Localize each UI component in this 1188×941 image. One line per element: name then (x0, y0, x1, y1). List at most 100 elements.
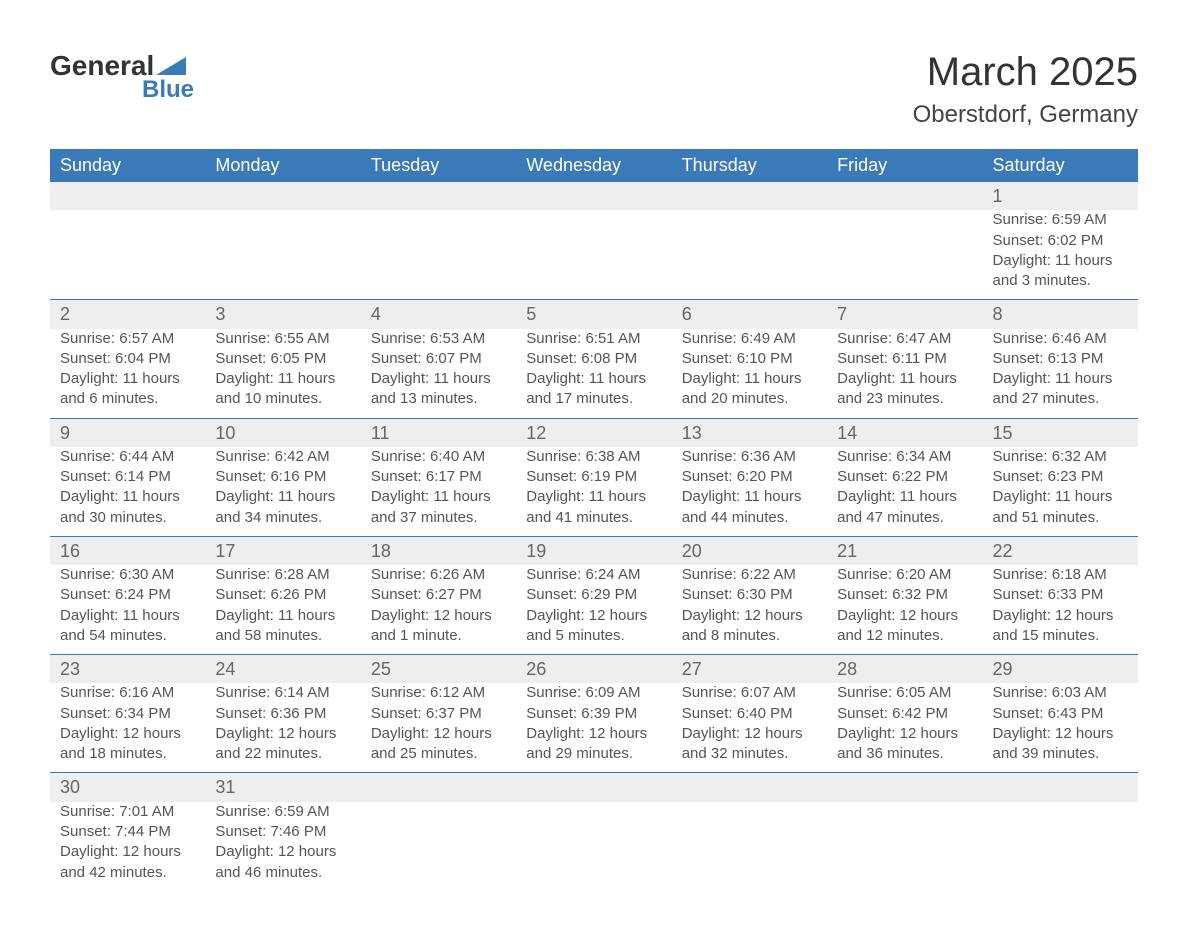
daylight-text: and 44 minutes. (682, 508, 817, 528)
week-0-details: Sunrise: 6:59 AMSunset: 6:02 PMDaylight:… (50, 210, 1138, 300)
day-detail-cell: Sunrise: 6:59 AMSunset: 7:46 PMDaylight:… (205, 802, 360, 891)
daylight-text: Daylight: 11 hours (837, 369, 972, 389)
day-number-cell (827, 773, 982, 802)
daylight-text: Daylight: 11 hours (215, 487, 350, 507)
week-4-daynums: 23242526272829 (50, 655, 1138, 684)
day-detail-cell: Sunrise: 7:01 AMSunset: 7:44 PMDaylight:… (50, 802, 205, 891)
daylight-text: and 32 minutes. (682, 744, 817, 764)
daylight-text: and 58 minutes. (215, 626, 350, 646)
sunset-text: Sunset: 6:22 PM (837, 467, 972, 487)
daylight-text: and 42 minutes. (60, 863, 195, 883)
daylight-text: Daylight: 12 hours (215, 724, 350, 744)
daylight-text: Daylight: 11 hours (60, 487, 195, 507)
sunrise-text: Sunrise: 6:34 AM (837, 447, 972, 467)
title-block: March 2025 Oberstdorf, Germany (913, 50, 1138, 129)
sunrise-text: Sunrise: 6:59 AM (215, 802, 350, 822)
daylight-text: Daylight: 11 hours (837, 487, 972, 507)
sunrise-text: Sunrise: 6:51 AM (526, 329, 661, 349)
day-number-cell: 2 (50, 300, 205, 329)
daylight-text: Daylight: 11 hours (60, 369, 195, 389)
day-number-cell (50, 182, 205, 210)
daylight-text: Daylight: 11 hours (60, 606, 195, 626)
day-number-cell: 21 (827, 536, 982, 565)
dayname-monday: Monday (205, 149, 360, 182)
sunset-text: Sunset: 6:13 PM (993, 349, 1128, 369)
day-number-cell (516, 182, 671, 210)
day-detail-cell: Sunrise: 6:53 AMSunset: 6:07 PMDaylight:… (361, 329, 516, 419)
day-number-cell (205, 182, 360, 210)
daylight-text: and 10 minutes. (215, 389, 350, 409)
day-number-cell (672, 182, 827, 210)
sunrise-text: Sunrise: 6:20 AM (837, 565, 972, 585)
daylight-text: and 54 minutes. (60, 626, 195, 646)
week-2-daynums: 9101112131415 (50, 418, 1138, 447)
sunset-text: Sunset: 6:10 PM (682, 349, 817, 369)
day-detail-cell: Sunrise: 6:40 AMSunset: 6:17 PMDaylight:… (361, 447, 516, 537)
sunset-text: Sunset: 6:20 PM (682, 467, 817, 487)
day-detail-cell: Sunrise: 6:49 AMSunset: 6:10 PMDaylight:… (672, 329, 827, 419)
daylight-text: Daylight: 11 hours (526, 487, 661, 507)
brand-name-a: General (50, 50, 154, 82)
daylight-text: and 23 minutes. (837, 389, 972, 409)
sunset-text: Sunset: 6:14 PM (60, 467, 195, 487)
week-5-details: Sunrise: 7:01 AMSunset: 7:44 PMDaylight:… (50, 802, 1138, 891)
day-detail-cell: Sunrise: 6:57 AMSunset: 6:04 PMDaylight:… (50, 329, 205, 419)
day-number-cell: 30 (50, 773, 205, 802)
day-number-cell: 24 (205, 655, 360, 684)
day-number-cell (672, 773, 827, 802)
sunset-text: Sunset: 6:37 PM (371, 704, 506, 724)
week-3-details: Sunrise: 6:30 AMSunset: 6:24 PMDaylight:… (50, 565, 1138, 655)
daylight-text: Daylight: 12 hours (993, 606, 1128, 626)
sunset-text: Sunset: 6:17 PM (371, 467, 506, 487)
daylight-text: and 15 minutes. (993, 626, 1128, 646)
daylight-text: and 36 minutes. (837, 744, 972, 764)
day-detail-cell: Sunrise: 6:34 AMSunset: 6:22 PMDaylight:… (827, 447, 982, 537)
day-detail-cell (827, 210, 982, 300)
daylight-text: Daylight: 11 hours (526, 369, 661, 389)
daylight-text: Daylight: 11 hours (993, 251, 1128, 271)
daylight-text: Daylight: 12 hours (371, 724, 506, 744)
day-number-cell: 20 (672, 536, 827, 565)
day-number-cell: 18 (361, 536, 516, 565)
daylight-text: Daylight: 12 hours (837, 606, 972, 626)
sunrise-text: Sunrise: 6:18 AM (993, 565, 1128, 585)
day-detail-cell (983, 802, 1138, 891)
week-3-daynums: 16171819202122 (50, 536, 1138, 565)
location-subtitle: Oberstdorf, Germany (913, 101, 1138, 129)
daylight-text: Daylight: 12 hours (60, 842, 195, 862)
sunrise-text: Sunrise: 6:47 AM (837, 329, 972, 349)
daylight-text: Daylight: 11 hours (993, 487, 1128, 507)
daylight-text: and 17 minutes. (526, 389, 661, 409)
daylight-text: Daylight: 12 hours (526, 606, 661, 626)
daylight-text: Daylight: 11 hours (215, 369, 350, 389)
daylight-text: Daylight: 12 hours (215, 842, 350, 862)
day-number-cell: 11 (361, 418, 516, 447)
day-number-cell: 22 (983, 536, 1138, 565)
day-detail-cell (516, 802, 671, 891)
day-number-cell (516, 773, 671, 802)
sunrise-text: Sunrise: 6:44 AM (60, 447, 195, 467)
day-detail-cell: Sunrise: 6:32 AMSunset: 6:23 PMDaylight:… (983, 447, 1138, 537)
dayname-tuesday: Tuesday (361, 149, 516, 182)
daylight-text: Daylight: 12 hours (837, 724, 972, 744)
day-detail-cell (672, 210, 827, 300)
daylight-text: and 47 minutes. (837, 508, 972, 528)
day-detail-cell (361, 210, 516, 300)
sunset-text: Sunset: 6:02 PM (993, 231, 1128, 251)
sunset-text: Sunset: 6:43 PM (993, 704, 1128, 724)
sunrise-text: Sunrise: 6:09 AM (526, 683, 661, 703)
daylight-text: Daylight: 11 hours (371, 369, 506, 389)
daylight-text: and 37 minutes. (371, 508, 506, 528)
sunset-text: Sunset: 6:40 PM (682, 704, 817, 724)
sunset-text: Sunset: 6:32 PM (837, 585, 972, 605)
day-detail-cell: Sunrise: 6:51 AMSunset: 6:08 PMDaylight:… (516, 329, 671, 419)
daylight-text: Daylight: 12 hours (526, 724, 661, 744)
day-number-cell: 13 (672, 418, 827, 447)
daylight-text: Daylight: 12 hours (682, 724, 817, 744)
daylight-text: and 30 minutes. (60, 508, 195, 528)
day-number-cell: 3 (205, 300, 360, 329)
sunrise-text: Sunrise: 6:05 AM (837, 683, 972, 703)
brand-triangle-icon (156, 53, 186, 75)
day-detail-cell: Sunrise: 6:42 AMSunset: 6:16 PMDaylight:… (205, 447, 360, 537)
week-1-details: Sunrise: 6:57 AMSunset: 6:04 PMDaylight:… (50, 329, 1138, 419)
